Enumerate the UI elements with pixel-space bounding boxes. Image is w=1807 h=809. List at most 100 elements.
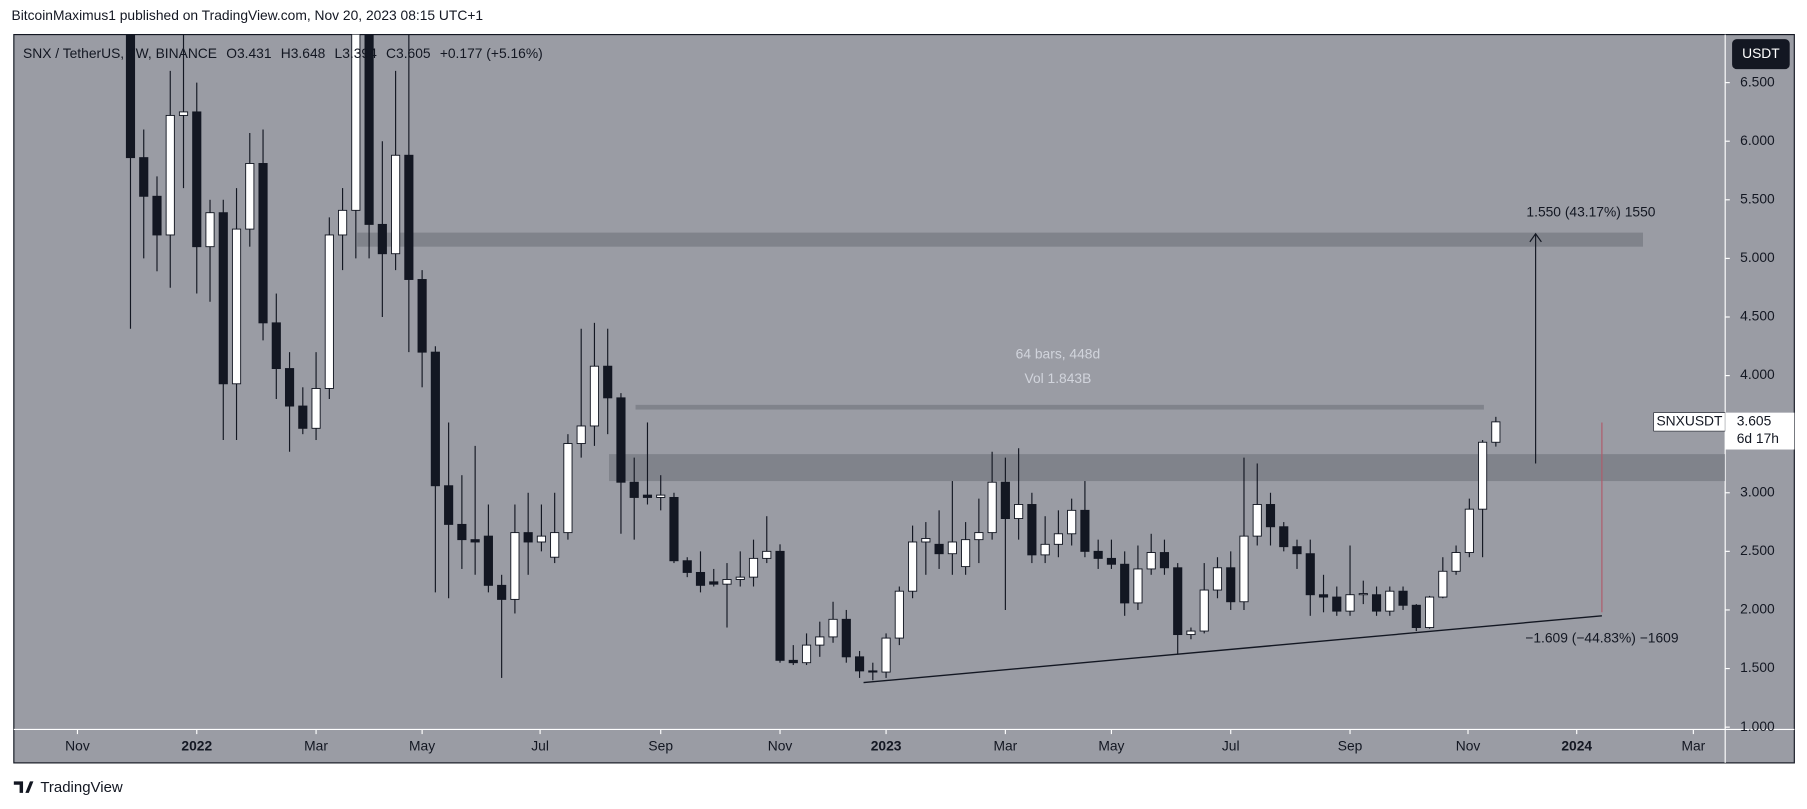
candle-body [125,34,136,159]
candle-body [841,618,851,658]
candle-body [231,228,242,385]
x-tick-label: Sep [1338,737,1363,753]
candle-body [1318,594,1329,598]
candle-body [1265,504,1276,528]
candle-body [1398,590,1408,606]
candle-body [377,223,387,255]
candle-body [391,154,401,255]
legend: SNX / TetherUS, 1W, BINANCE O3.431 H3.648 L… [23,45,543,61]
header: BitcoinMaximus1 published on TradingView… [12,7,484,23]
footer-logo: TradingView [13,779,123,796]
candle-body [642,494,653,498]
legend-symbol: SNX / TetherUS, 1W, BINANCE [23,45,217,61]
candle-body [1120,563,1130,604]
candle-body [430,351,440,487]
candle-body [404,154,414,280]
candle-body [417,279,427,353]
candle-body [1385,590,1395,612]
candle-body [351,34,361,211]
candle-body [961,539,971,568]
candle-body [1292,546,1302,555]
y-tick-label: 2.500 [1740,542,1775,558]
candle-body [324,234,334,389]
y-tick-label: 6.500 [1740,73,1775,89]
candle-body [510,532,520,600]
candle-body [881,637,891,673]
candle-body [192,111,202,248]
candle-body [1491,421,1501,443]
countdown-label: 6d 17h [1737,430,1779,446]
candle-body [1239,535,1249,603]
candle-body [1279,526,1289,548]
candle-body [1040,543,1050,556]
measure-label: 1.550 (43.17%) 1550 [1526,204,1655,220]
arrow-head [1529,232,1542,243]
candle-body [338,209,348,236]
candle-body [364,34,374,225]
candle-body [523,532,533,543]
candle-body [1226,567,1236,603]
currency-button[interactable] [1732,39,1790,70]
candle-body [987,481,997,534]
candle-body [762,550,772,559]
candle-body [139,157,149,197]
price-zone [357,232,1643,247]
candle-body [576,425,586,445]
legend-value: 3.648 [291,45,326,61]
footer: TradingView [40,779,123,796]
legend-label: O [226,45,237,61]
candle-body [921,538,931,543]
price-zone [609,454,1726,482]
candle-body [603,365,613,399]
candle-body [629,481,639,498]
price-tag-label: 3.605 [1737,413,1772,429]
candle-body [735,576,745,580]
trendline [863,615,1602,684]
candle-body [218,212,228,385]
candle-body [854,656,865,672]
legend-label: H [281,45,291,61]
candle-body [1451,552,1461,572]
candle-body [589,365,600,427]
candle-body [1212,567,1223,591]
candle-body [1067,509,1077,535]
candle-body [1053,533,1063,545]
candle-body [775,550,785,661]
x-tick-label: 2022 [181,737,212,753]
candle-body [868,670,878,673]
y-tick-label: 4.000 [1740,366,1775,382]
legend-value: 3.431 [237,45,272,61]
x-tick-label: Sep [648,737,673,753]
y-tick-label: 4.500 [1740,308,1775,324]
candle-body [205,212,215,248]
candle-body [1093,550,1103,559]
x-tick-label: Nov [65,737,90,753]
candle-body [1464,508,1474,553]
candle-body [815,636,825,646]
y-tick-label: 3.000 [1740,483,1775,499]
y-tick-label: 5.500 [1740,190,1775,206]
candle-body [178,111,189,116]
symbol-tag-label: SNXUSDT [1656,413,1723,429]
candle-body [788,659,798,664]
candle-body [1252,504,1262,537]
candle-body [722,579,732,585]
candle-body [1000,481,1010,520]
candle-body [908,541,918,592]
candle-body [1146,552,1156,570]
candle-body [748,557,759,578]
y-tick-label: 6.000 [1740,132,1775,148]
candle-body [1133,568,1143,604]
candle-body [284,368,295,407]
candle-body [1186,630,1196,636]
measure-label: −1.609 (−44.83%) −1609 [1525,629,1679,645]
candle-body [682,560,692,573]
candle-body [1199,589,1209,632]
candle-body [271,322,281,370]
candle-body [1345,594,1355,612]
x-tick-label: Nov [768,737,793,753]
candle-body [1358,593,1368,596]
candle-body [709,581,719,585]
candle-body [1106,557,1116,565]
currency-label[interactable]: USDT [1742,45,1780,61]
